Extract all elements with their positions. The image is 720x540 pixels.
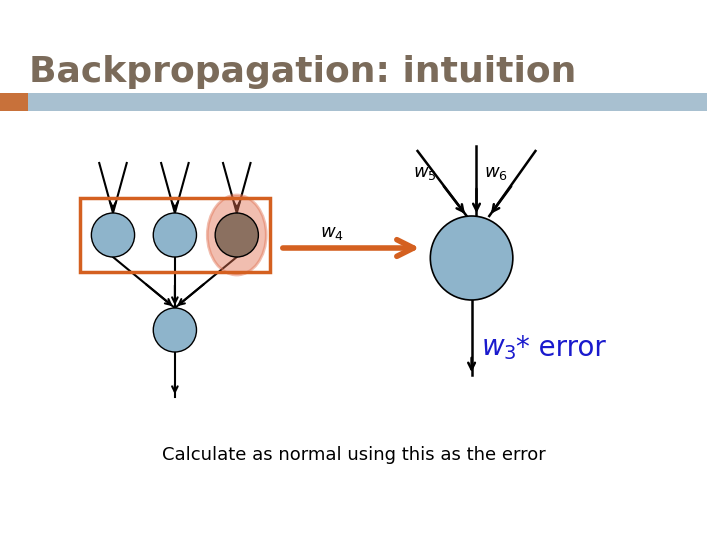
Bar (0, 93, 707, 111)
Circle shape (153, 213, 197, 257)
Text: Backpropagation: intuition: Backpropagation: intuition (30, 55, 577, 89)
Text: Calculate as normal using this as the error: Calculate as normal using this as the er… (162, 446, 546, 464)
Bar (80, 198, 270, 272)
Bar (0, 93, 27, 111)
Circle shape (153, 308, 197, 352)
Text: $w_3$: $w_3$ (482, 334, 517, 362)
Text: * error: * error (516, 334, 606, 362)
Circle shape (215, 213, 258, 257)
Circle shape (431, 216, 513, 300)
Ellipse shape (207, 195, 266, 275)
Text: $w_4$: $w_4$ (320, 224, 344, 242)
Text: $w_5$: $w_5$ (413, 164, 436, 182)
Circle shape (91, 213, 135, 257)
Text: $w_6$: $w_6$ (484, 164, 508, 182)
